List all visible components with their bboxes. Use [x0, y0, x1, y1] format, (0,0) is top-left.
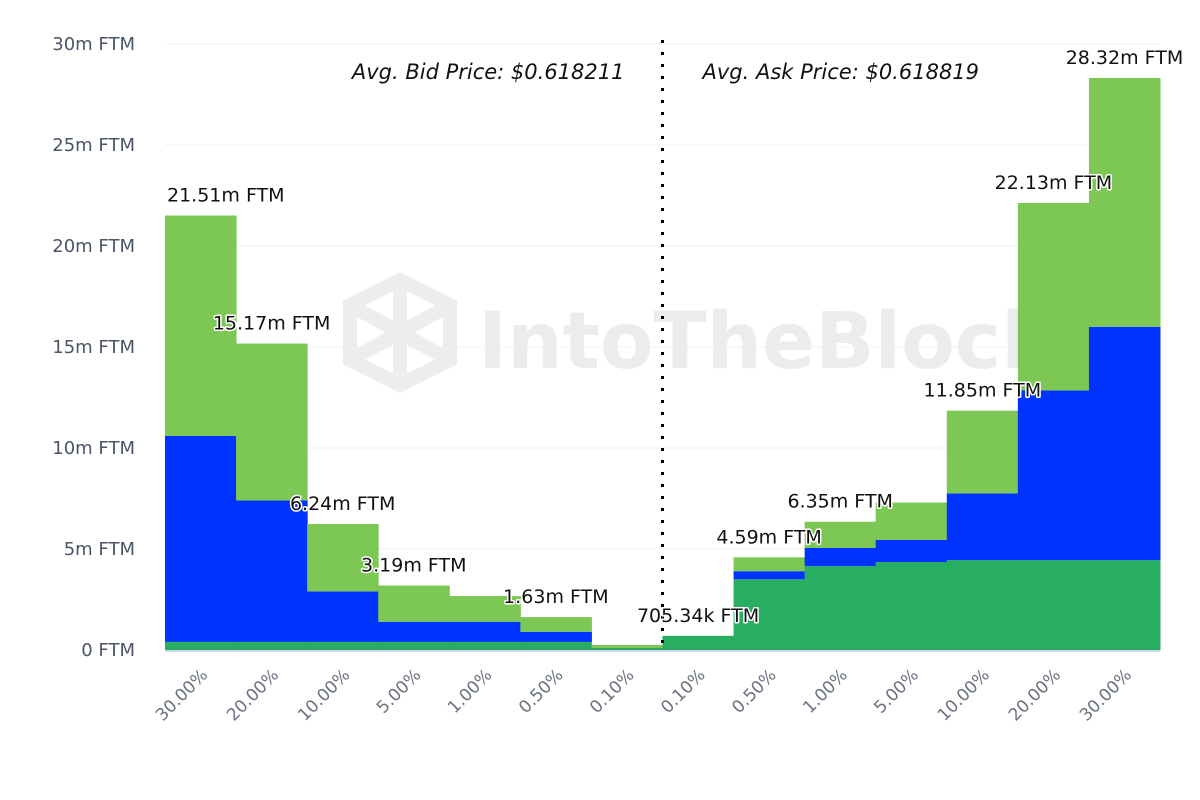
bar-segment-3000-ask-layer2 — [1088, 77, 1161, 327]
data-label: 15.17m FTM — [213, 313, 331, 335]
data-label: 11.85m FTM — [924, 380, 1042, 402]
watermark-cube-icon — [343, 272, 457, 393]
bar-segment-1000-ask-layer2 — [946, 410, 1019, 494]
bar-segment-500-bid-layer1 — [378, 621, 450, 642]
bar-segment-2000-bid-layer1 — [236, 500, 308, 642]
bar-segment-100-bid-layer0 — [449, 641, 521, 650]
bar-segment-500-bid-layer2 — [378, 585, 450, 622]
x-tick-label: 0.50% — [515, 665, 567, 717]
bar-segment-100-bid-layer1 — [449, 621, 521, 642]
x-tick-label: 30.00% — [152, 665, 212, 725]
x-tick-label: 0.50% — [728, 665, 780, 717]
x-tick-label: 5.00% — [870, 665, 922, 717]
avg-bid-price: Avg. Bid Price: $0.618211 — [350, 60, 625, 84]
bar-segment-2000-bid-layer2 — [236, 343, 308, 501]
x-tick-label: 20.00% — [223, 665, 283, 725]
x-tick-label: 0.10% — [586, 665, 638, 717]
bar-segment-1000-bid-layer1 — [307, 591, 379, 642]
bar-segment-1000-bid-layer2 — [307, 523, 379, 592]
bar-segment-2000-ask-layer0 — [1017, 560, 1090, 650]
x-tick-label: 5.00% — [373, 665, 425, 717]
bar-segment-050-bid-layer1 — [520, 631, 592, 642]
bar-segment-100-bid-layer2 — [449, 596, 521, 622]
bar-segment-500-bid-layer0 — [378, 641, 450, 650]
x-tick-label: 10.00% — [294, 665, 354, 725]
data-label: 22.13m FTM — [995, 172, 1113, 194]
y-tick-label: 25m FTM — [52, 135, 135, 156]
bar-segment-050-bid-layer0 — [520, 641, 592, 650]
x-tick-label: 1.00% — [444, 665, 496, 717]
bar-segment-1000-ask-layer1 — [946, 493, 1019, 561]
data-label: 3.19m FTM — [361, 555, 466, 577]
bar-segment-100-ask-layer0 — [804, 566, 877, 650]
x-tick-label: 10.00% — [934, 665, 994, 725]
bar-segment-2000-ask-layer2 — [1017, 202, 1090, 391]
y-tick-label: 30m FTM — [52, 34, 135, 55]
x-tick-label: 20.00% — [1005, 665, 1065, 725]
bar-segment-1000-ask-layer0 — [946, 560, 1019, 650]
y-tick-label: 0 FTM — [81, 640, 135, 661]
bar-segment-050-bid-layer2 — [520, 617, 592, 632]
bar-segment-500-ask-layer2 — [875, 502, 948, 540]
data-label: 21.51m FTM — [167, 184, 285, 206]
bar-segment-100-ask-layer1 — [804, 547, 877, 567]
data-label: 6.24m FTM — [290, 493, 395, 515]
bar-segment-050-ask-layer1 — [733, 571, 806, 580]
y-tick-label: 15m FTM — [52, 337, 135, 358]
data-label: 705.34k FTM — [637, 605, 759, 627]
y-tick-label: 5m FTM — [64, 539, 135, 560]
data-label: 6.35m FTM — [787, 491, 892, 513]
bar-segment-010-ask-layer0 — [662, 635, 735, 650]
bar-segment-050-ask-layer2 — [733, 557, 806, 572]
bar-segment-3000-bid-layer0 — [165, 641, 237, 650]
bar-segment-3000-ask-layer0 — [1088, 560, 1161, 650]
bar-segment-500-ask-layer1 — [875, 539, 948, 563]
bar-segment-100-ask-layer2 — [804, 521, 877, 548]
bar-segment-010-bid-layer2 — [591, 644, 663, 648]
data-label: 1.63m FTM — [503, 586, 608, 608]
avg-ask-price: Avg. Ask Price: $0.618819 — [701, 60, 980, 84]
bar-segment-050-ask-layer0 — [733, 579, 806, 650]
data-label: 4.59m FTM — [716, 526, 821, 548]
bar-segment-010-bid-layer0 — [591, 647, 663, 650]
y-tick-label: 20m FTM — [52, 236, 135, 257]
bar-segment-3000-ask-layer1 — [1088, 326, 1161, 561]
bar-segment-500-ask-layer0 — [875, 562, 948, 650]
bar-segment-2000-ask-layer1 — [1017, 390, 1090, 561]
bar-segment-1000-bid-layer0 — [307, 641, 379, 650]
watermark-logo — [343, 272, 457, 393]
x-tick-label: 1.00% — [799, 665, 851, 717]
watermark-text: IntoTheBlock — [478, 297, 1055, 387]
data-label: 28.32m FTM — [1066, 47, 1184, 69]
y-tick-label: 10m FTM — [52, 438, 135, 459]
x-tick-label: 0.10% — [657, 665, 709, 717]
bar-segment-3000-bid-layer2 — [165, 215, 237, 436]
bar-segment-2000-bid-layer0 — [236, 641, 308, 650]
bar-segment-3000-bid-layer1 — [165, 435, 237, 642]
x-tick-label: 30.00% — [1076, 665, 1136, 725]
